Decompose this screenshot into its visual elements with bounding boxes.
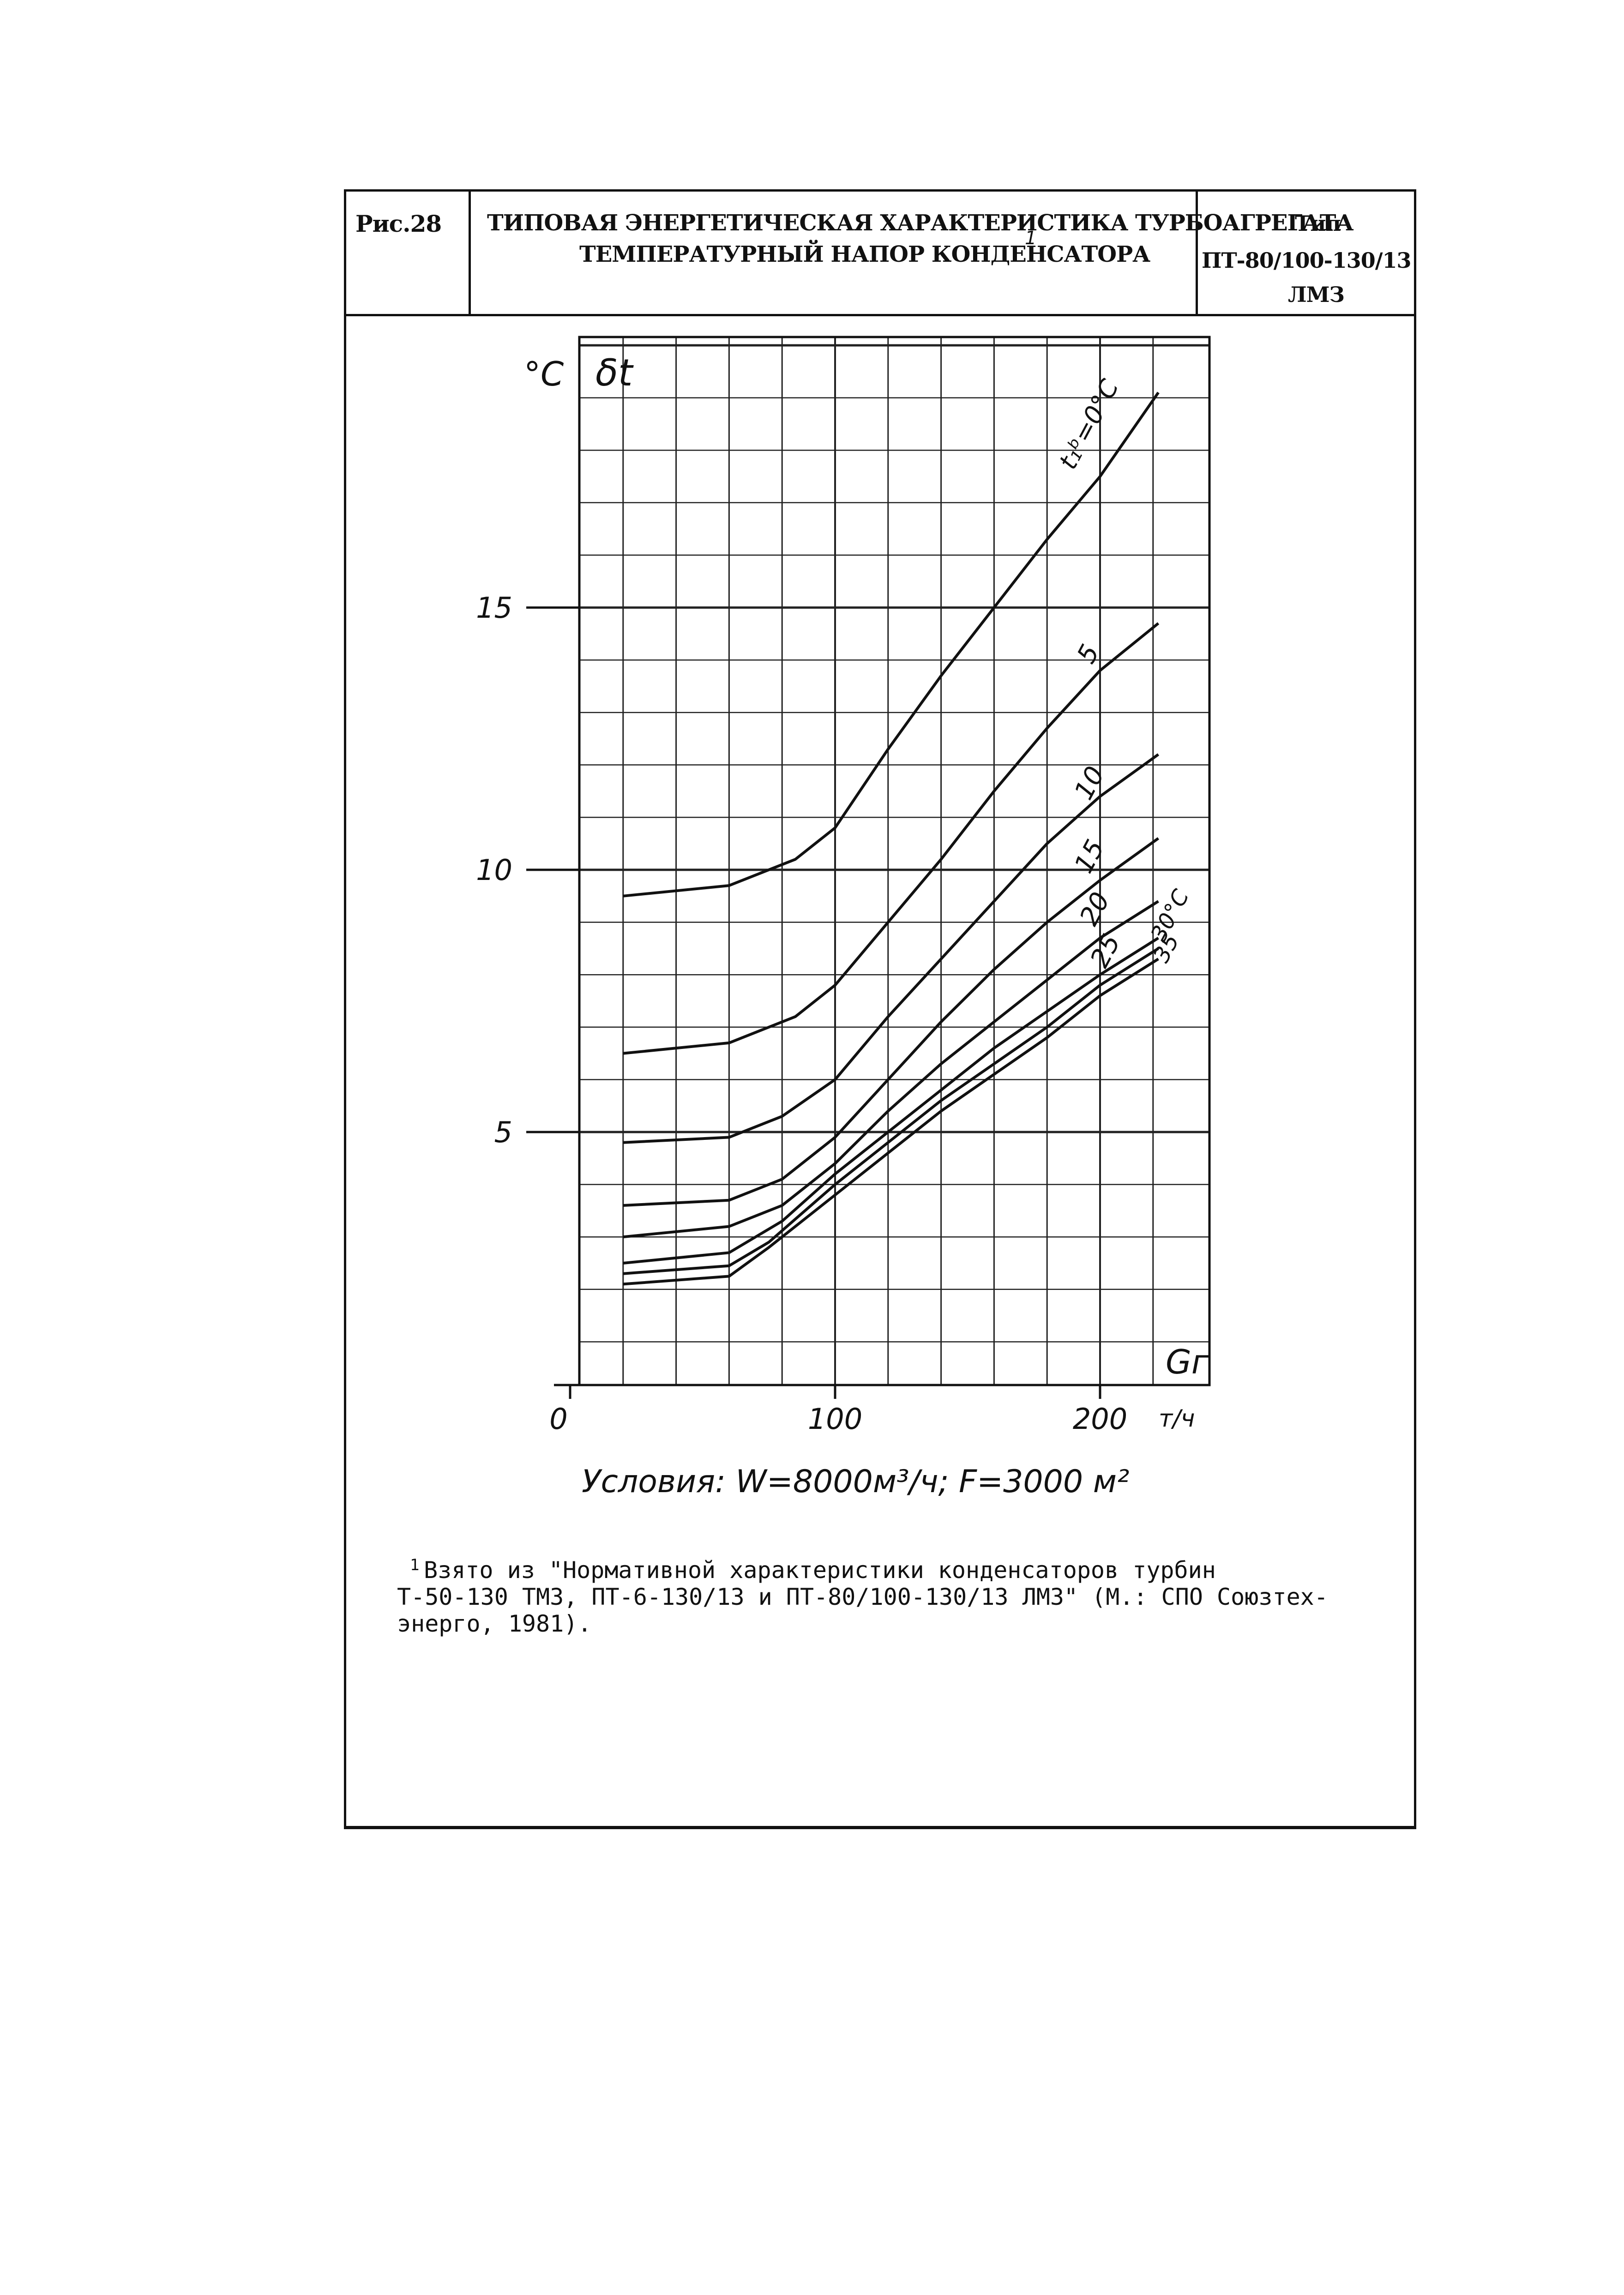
series-line [623, 958, 1159, 1286]
y-tick-label: 5 [494, 1115, 512, 1149]
series-line [623, 937, 1159, 1265]
series-line [623, 947, 1159, 1275]
y-tick-label: 10 [476, 853, 512, 887]
x-tick-label: 100 [808, 1402, 862, 1436]
series-label: 10 [1069, 761, 1111, 804]
x-tick-label: 200 [1073, 1402, 1127, 1436]
series-label: 25 [1084, 929, 1126, 972]
plot-frame [578, 336, 1211, 1386]
y-axis-unit: °C [524, 355, 564, 393]
y-tick-label: 15 [476, 591, 512, 625]
title-footnote-mark: 1 [1025, 228, 1037, 249]
conditions-text: Условия: W=8000м³/ч; F=3000 м² [582, 1464, 1130, 1500]
type-model: ПТ-80/100-130/13 [1202, 248, 1412, 273]
figure-title-line2: ТЕМПЕРАТУРНЫЙ НАПОР КОНДЕНСАТОРА [579, 241, 1150, 267]
type-label: Тип [1295, 211, 1341, 236]
x-tick-label: 0 [549, 1402, 567, 1436]
type-manufacturer: ЛМЗ [1288, 282, 1345, 307]
series-label: 15 [1069, 835, 1111, 878]
figure-number: Рис.28 [355, 210, 442, 237]
figure-number-cell: Рис.28 [346, 192, 471, 314]
chart-axes [526, 336, 1211, 1399]
figure-title-line1: ТИПОВАЯ ЭНЕРГЕТИЧЕСКАЯ ХАРАКТЕРИСТИКА ТУ… [487, 210, 1354, 236]
series-label: 20 [1074, 887, 1116, 930]
footnote-line2: Т-50-130 ТМЗ, ПТ-6-130/13 и ПТ-80/100-13… [397, 1584, 1328, 1610]
figure-frame: Рис.28 ТИПОВАЯ ЭНЕРГЕТИЧЕСКАЯ ХАРАКТЕРИС… [344, 189, 1416, 1829]
y-axis-title: δt [595, 351, 634, 394]
type-cell: Тип ПТ-80/100-130/13 ЛМЗ [1196, 192, 1414, 314]
series-line [623, 392, 1160, 898]
series-line [623, 753, 1160, 1144]
title-block: Рис.28 ТИПОВАЯ ЭНЕРГЕТИЧЕСКАЯ ХАРАКТЕРИС… [346, 192, 1414, 316]
series-line [623, 837, 1160, 1207]
footnote-line1: Взято из "Нормативной характеристики кон… [424, 1557, 1216, 1584]
series-line [623, 622, 1160, 1055]
series-line [623, 900, 1159, 1239]
footnote-mark: 1 [410, 1556, 420, 1574]
chart-series [623, 392, 1160, 1286]
x-axis-title: Gг [1166, 1343, 1209, 1381]
x-axis-unit: т/ч [1159, 1405, 1195, 1433]
footnote-line3: энерго, 1981). [397, 1610, 592, 1637]
chart-grid [579, 337, 1209, 1385]
